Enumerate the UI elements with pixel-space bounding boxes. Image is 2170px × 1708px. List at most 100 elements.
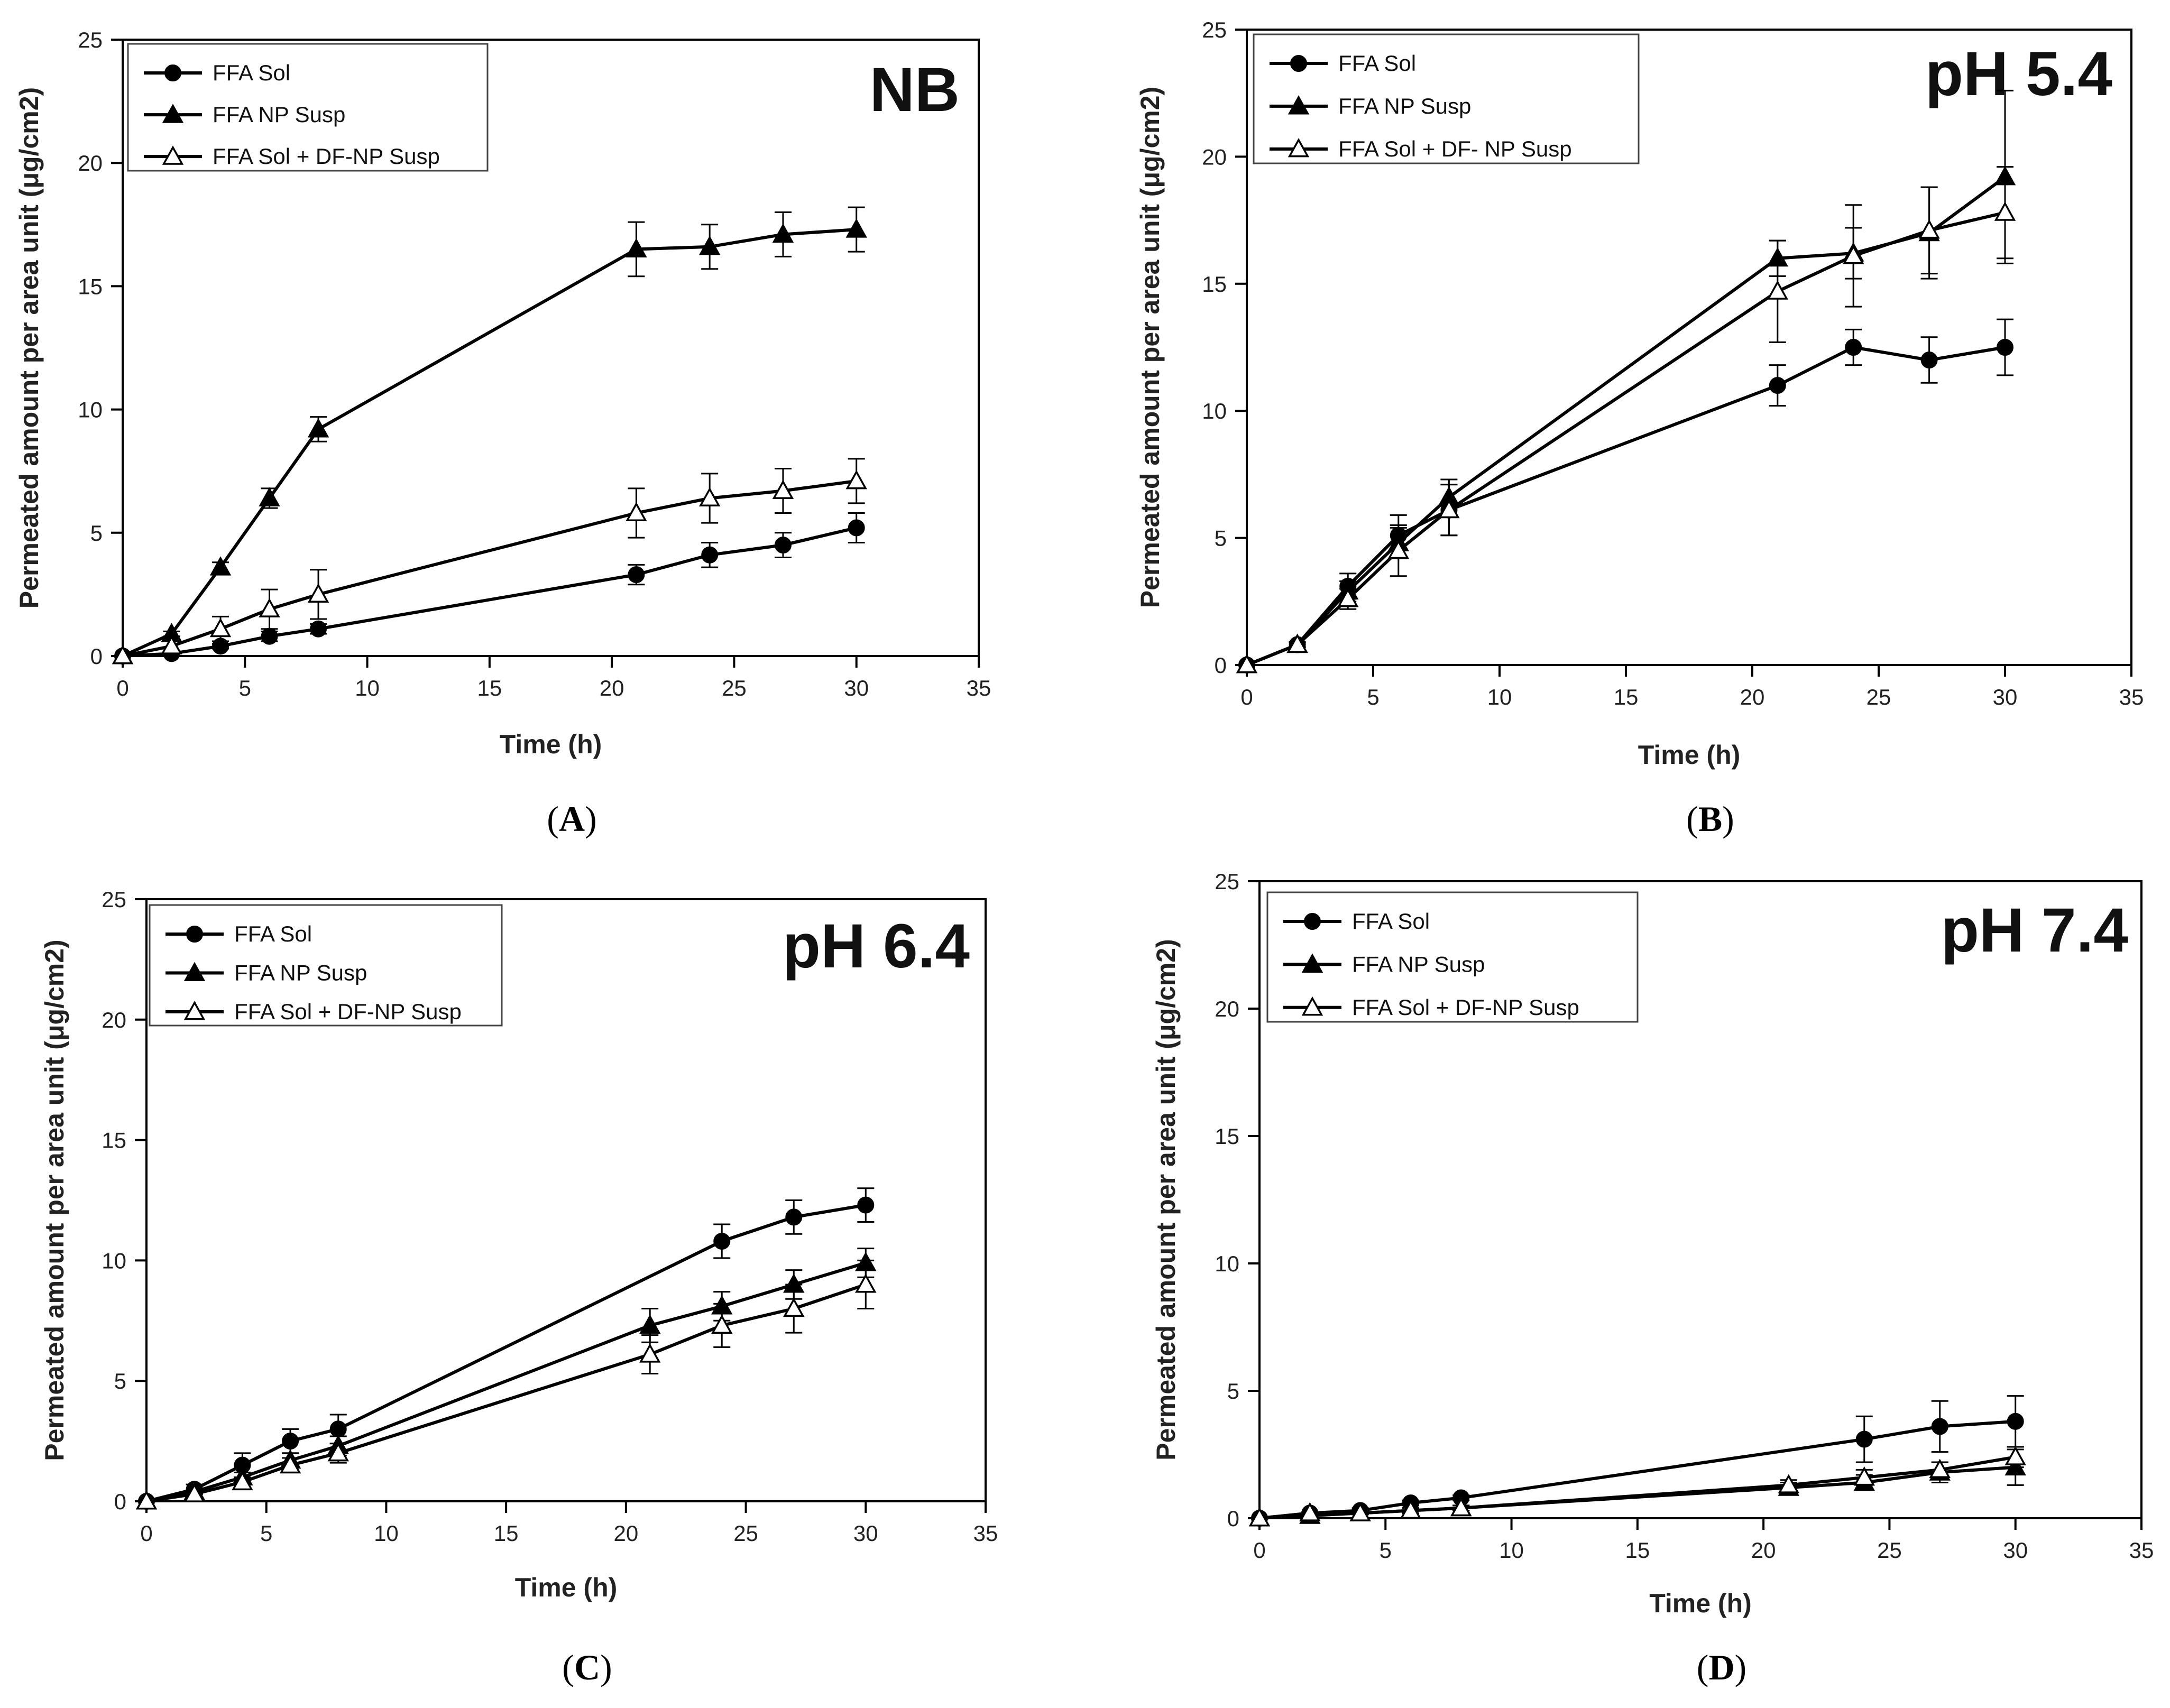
y-tick-label: 25 xyxy=(78,27,103,52)
y-tick-label: 15 xyxy=(1202,272,1227,297)
x-tick-label: 20 xyxy=(1751,1538,1776,1563)
y-tick-label: 20 xyxy=(102,1008,126,1032)
x-tick-label: 20 xyxy=(600,676,624,700)
data-point xyxy=(785,1208,803,1226)
y-tick-label: 15 xyxy=(78,274,103,299)
legend-marker xyxy=(164,64,181,81)
legend-marker xyxy=(1304,913,1321,930)
data-point xyxy=(1337,588,1359,607)
y-tick-label: 5 xyxy=(90,521,103,546)
plot-frame xyxy=(1258,880,2143,1519)
y-tick-label: 25 xyxy=(1202,17,1227,42)
x-tick-label: 35 xyxy=(2119,685,2144,709)
x-axis-title: Time (h) xyxy=(500,730,602,759)
data-point xyxy=(261,627,278,645)
data-point xyxy=(626,238,647,257)
legend-label: FFA Sol xyxy=(1338,51,1416,76)
data-point xyxy=(1918,219,1940,239)
x-tick-label: 5 xyxy=(239,676,251,700)
data-point xyxy=(1920,352,1938,369)
y-axis-title: Permeated amount per area unit (μg/cm2) xyxy=(1151,939,1181,1460)
data-point xyxy=(626,502,647,522)
data-point xyxy=(307,583,329,603)
y-tick-label: 0 xyxy=(1227,1506,1239,1531)
x-tick-label: 10 xyxy=(355,676,380,700)
y-tick-label: 20 xyxy=(1202,144,1227,169)
y-tick-label: 0 xyxy=(114,1489,126,1514)
data-point xyxy=(2005,1446,2026,1465)
series-1 xyxy=(1236,89,2016,673)
data-point xyxy=(282,1433,299,1450)
data-point xyxy=(2007,1412,2024,1430)
series-line xyxy=(146,1203,866,1503)
legend-label: FFA Sol xyxy=(234,921,312,946)
series-2 xyxy=(112,458,867,664)
legend: FFA Sol FFA NP Susp FFA Sol + DF-NP Susp xyxy=(127,43,489,172)
panel-letter: (A) xyxy=(547,799,596,839)
x-tick-label: 10 xyxy=(1499,1538,1524,1563)
data-point xyxy=(1286,633,1308,653)
data-point xyxy=(711,1314,733,1334)
y-tick-label: 10 xyxy=(78,398,103,422)
series-2 xyxy=(135,1259,877,1510)
data-point xyxy=(1400,1499,1422,1519)
panel-condition-title: NB xyxy=(870,55,960,125)
data-point xyxy=(639,1314,661,1334)
legend-label: FFA Sol xyxy=(213,60,290,85)
legend: FFA Sol FFA NP Susp FFA Sol + DF-NP Susp xyxy=(149,904,503,1027)
legend-marker xyxy=(1288,95,1310,115)
data-point xyxy=(1387,539,1410,559)
data-point xyxy=(327,1442,349,1462)
data-point xyxy=(279,1454,301,1474)
data-point xyxy=(772,479,794,500)
series-0 xyxy=(138,1187,875,1510)
data-point xyxy=(209,617,232,638)
legend-box xyxy=(127,43,489,172)
x-axis-title: Time (h) xyxy=(515,1573,618,1602)
chart-panel-b: 0 5 10 15 20 25 30 35 0 5 10 15 20 25 Time (h) Permeate… xyxy=(1135,17,2144,839)
y-tick-label: 0 xyxy=(1215,653,1227,678)
series-line xyxy=(1246,345,2006,667)
y-tick-label: 20 xyxy=(78,151,103,176)
data-point xyxy=(628,566,645,584)
x-tick-label: 15 xyxy=(1614,685,1639,709)
x-tick-label: 20 xyxy=(1740,685,1765,709)
legend-marker xyxy=(162,145,184,165)
x-tick-label: 25 xyxy=(722,676,747,700)
legend: FFA Sol FFA NP Susp FFA Sol + DF-NP Susp xyxy=(1266,891,1639,1023)
x-tick-label: 5 xyxy=(1367,685,1379,709)
data-point xyxy=(1994,201,2016,221)
data-point xyxy=(1929,1458,1951,1478)
legend-label: FFA Sol + DF- NP Susp xyxy=(1338,136,1572,161)
data-point xyxy=(713,1232,731,1250)
y-tick-label: 25 xyxy=(102,887,126,912)
data-point xyxy=(701,546,719,564)
data-point xyxy=(1855,1430,1873,1448)
data-point xyxy=(209,556,232,576)
legend-label: FFA NP Susp xyxy=(213,102,345,127)
data-point xyxy=(1769,377,1786,394)
chart-panel-a: 0 5 10 15 20 25 30 35 0 5 10 15 20 25 Time (h) Permeate… xyxy=(14,27,991,839)
data-point xyxy=(1997,339,2013,356)
legend-box xyxy=(149,904,503,1027)
series-1 xyxy=(112,206,867,664)
data-point xyxy=(259,598,280,617)
series-2 xyxy=(1248,1446,2026,1527)
data-point xyxy=(307,418,329,438)
legend-label: FFA NP Susp xyxy=(1338,94,1471,118)
x-tick-label: 35 xyxy=(2129,1538,2154,1563)
series-line xyxy=(1246,176,2006,667)
legend-marker xyxy=(1301,996,1323,1016)
legend-label: FFA Sol xyxy=(1352,909,1430,934)
y-tick-label: 5 xyxy=(114,1369,126,1393)
data-point xyxy=(772,223,794,243)
data-point xyxy=(1438,498,1460,519)
data-point xyxy=(329,1420,347,1438)
y-axis-title: Permeated amount per area unit (μg/cm2) xyxy=(40,939,69,1461)
legend-box xyxy=(1253,33,1640,164)
x-tick-label: 10 xyxy=(374,1521,399,1546)
series-0 xyxy=(1251,1395,2024,1527)
series-line xyxy=(1246,211,2006,667)
series-0 xyxy=(1238,318,2013,673)
